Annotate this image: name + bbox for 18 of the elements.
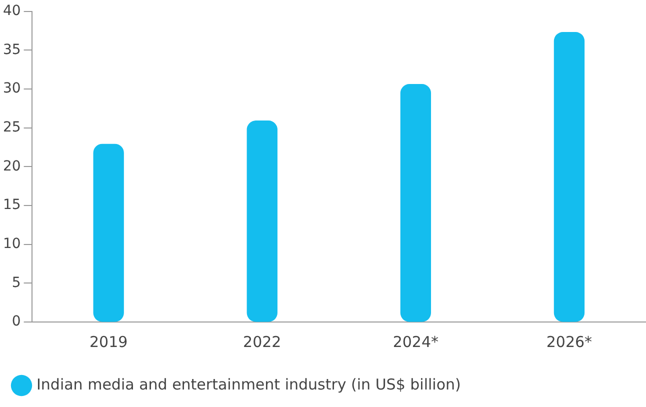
legend-label: Indian media and entertainment industry (in US$ billion) <box>36 375 461 394</box>
x-tick-label: 2024* <box>392 332 440 351</box>
y-tick-label: 30 <box>2 80 21 97</box>
x-tick-label: 2019 <box>89 332 128 351</box>
x-tick-label: 2022 <box>243 332 282 351</box>
bar <box>400 84 432 322</box>
y-tick-label: 10 <box>2 236 21 252</box>
y-tick-label: 20 <box>2 158 21 174</box>
x-tick-label: 2026* <box>546 332 593 351</box>
y-tick-label: 40 <box>2 3 21 20</box>
y-tick-label: 15 <box>2 197 21 214</box>
bar <box>246 120 278 322</box>
bar <box>93 144 124 322</box>
y-tick-label: 25 <box>2 120 21 136</box>
y-tick-label: 5 <box>12 274 21 291</box>
bar <box>554 32 585 322</box>
y-tick-label: 35 <box>2 42 21 58</box>
y-tick-label: 0 <box>12 314 21 330</box>
